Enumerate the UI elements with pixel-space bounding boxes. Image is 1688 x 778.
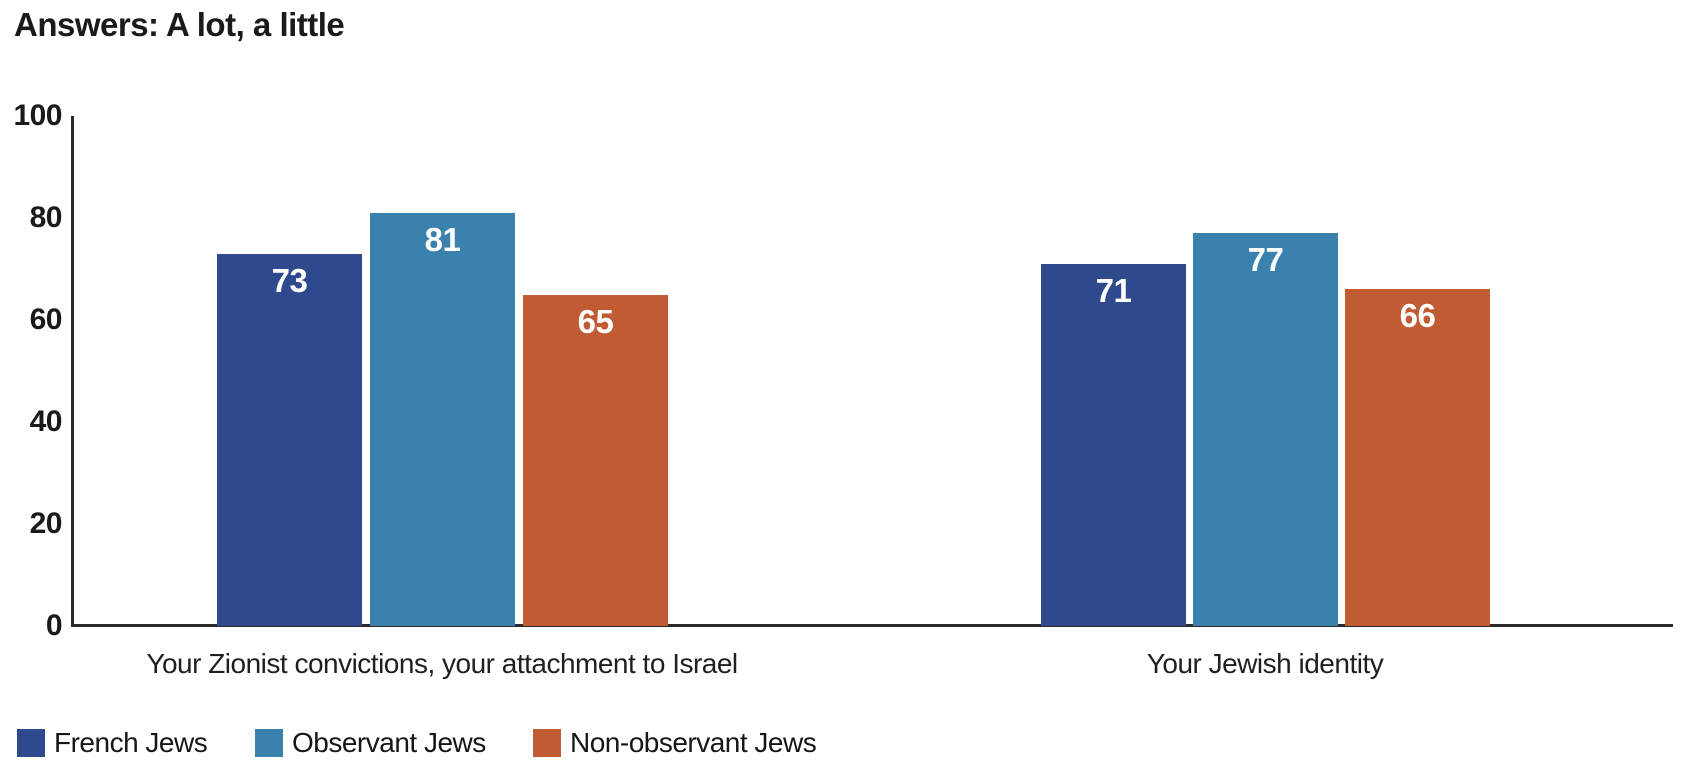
x-axis-line: [71, 624, 1673, 627]
y-axis-tick-label: 40: [29, 405, 63, 438]
legend-label: Observant Jews: [292, 727, 486, 758]
legend: French Jews Observant Jews Non-observant J…: [0, 729, 1688, 759]
bar-french-jews: 73: [217, 253, 362, 626]
legend-item-observant-jews: Observant Jews: [255, 729, 486, 757]
bar-observant-jews: 77: [1193, 233, 1338, 626]
y-axis-tick-label: 100: [13, 99, 62, 132]
chart-title: Answers: A lot, a little: [14, 6, 345, 43]
y-axis-line: [71, 116, 74, 627]
bar-french-jews: 71: [1041, 263, 1186, 626]
bar-value-label: 81: [424, 220, 461, 258]
bar-value-label: 77: [1247, 241, 1284, 279]
legend-label: Non-observant Jews: [570, 727, 817, 758]
y-axis-tick-label: 0: [45, 609, 63, 642]
legend-swatch-icon: [255, 729, 283, 757]
y-axis-tick-label: 60: [29, 303, 63, 336]
bar-value-label: 73: [271, 261, 308, 299]
bar-non-observant-jews: 66: [1345, 289, 1490, 626]
bar-value-label: 66: [1399, 297, 1436, 335]
bar-non-observant-jews: 65: [523, 294, 668, 626]
x-axis-category-label: Your Zionist convictions, your attachmen…: [146, 648, 738, 679]
legend-swatch-icon: [533, 729, 561, 757]
legend-swatch-icon: [17, 729, 45, 757]
legend-item-french-jews: French Jews: [17, 727, 208, 758]
bar-value-label: 65: [577, 302, 614, 340]
y-axis-tick-label: 20: [29, 507, 63, 540]
bar-value-label: 71: [1095, 271, 1132, 309]
bar-observant-jews: 81: [370, 212, 515, 626]
legend-item-non-observant-jews: Non-observant Jews: [533, 727, 817, 758]
y-axis-tick-label: 80: [29, 201, 63, 234]
legend-label: French Jews: [54, 727, 208, 758]
x-axis-category-label: Your Jewish identity: [1146, 648, 1384, 679]
